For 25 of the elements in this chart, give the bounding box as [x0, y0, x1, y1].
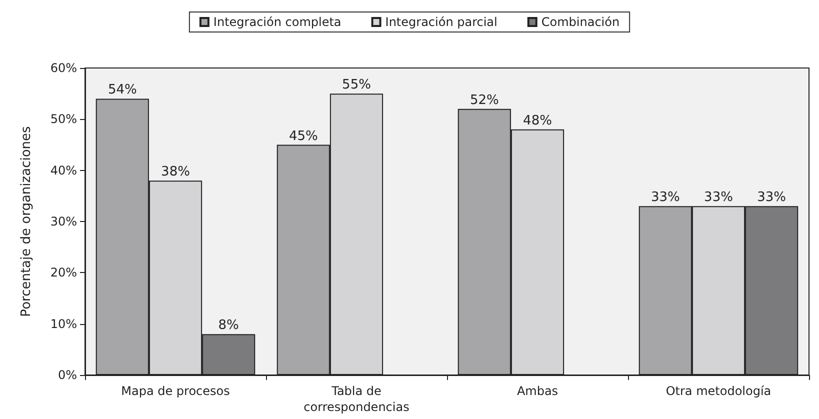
y-tick-label: 40%: [50, 163, 77, 178]
y-tick-label: 60%: [50, 61, 77, 75]
data-label: 52%: [470, 92, 499, 108]
legend-label: Integración parcial: [385, 15, 498, 29]
data-label: 54%: [108, 82, 137, 98]
x-tick-label: Mapa de procesos: [121, 384, 230, 398]
data-label: 38%: [161, 164, 190, 180]
y-tick-label: 30%: [50, 214, 77, 228]
data-label: 8%: [218, 318, 239, 334]
legend-label: Integración completa: [213, 15, 342, 29]
x-tick-label: Otra metodología: [666, 384, 772, 398]
legend-label: Combinación: [541, 15, 620, 29]
x-tick-label: Tabla de correspondencias: [304, 384, 410, 414]
data-label: 33%: [650, 190, 680, 206]
y-tick-label: 0%: [58, 368, 77, 382]
x-tick-label: Ambas: [516, 384, 558, 398]
y-tick-label: 10%: [50, 316, 77, 331]
y-axis-title: Porcentaje de organizaciones: [19, 126, 34, 317]
data-label: 55%: [342, 78, 371, 93]
data-label: 45%: [288, 128, 318, 144]
data-label: 48%: [523, 113, 552, 128]
y-tick-label: 20%: [50, 266, 77, 280]
data-label: 33%: [757, 190, 786, 206]
data-label: 33%: [704, 190, 733, 206]
y-tick-label: 50%: [50, 112, 77, 126]
